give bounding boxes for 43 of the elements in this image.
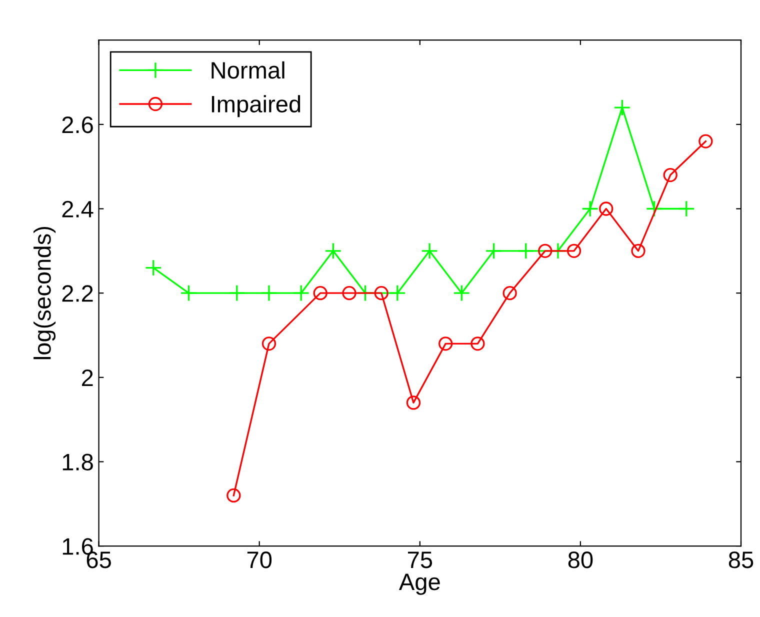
point: [144, 259, 162, 276]
y-tick-label: 2.6: [62, 116, 93, 134]
point: [453, 284, 470, 302]
x-tick-label: 70: [247, 552, 272, 568]
point: [631, 244, 646, 258]
point: [517, 242, 534, 260]
y-tick-label: 2.4: [62, 200, 94, 218]
point: [324, 242, 342, 260]
point: [485, 242, 502, 260]
point: [228, 284, 246, 302]
x-axis-title: Age: [398, 574, 440, 595]
point: [342, 286, 356, 300]
point: [646, 200, 663, 218]
point: [406, 396, 421, 410]
point: [292, 284, 310, 302]
y-tick-label: 1.8: [62, 454, 93, 471]
point: [582, 200, 599, 218]
y-tick-label: 2.2: [62, 285, 93, 302]
point: [421, 242, 438, 260]
point: [538, 244, 552, 258]
legend-label: Normal: [212, 61, 284, 79]
y-axis-title: log(seconds): [34, 226, 56, 360]
point: [226, 488, 241, 503]
legend-label: Impaired: [212, 95, 300, 118]
point: [438, 336, 453, 351]
point: [566, 244, 582, 258]
point: [180, 284, 198, 302]
point: [313, 286, 328, 300]
point: [678, 200, 695, 218]
x-tick-label: 75: [408, 552, 432, 568]
point: [260, 284, 278, 302]
point: [374, 286, 388, 300]
point: [614, 99, 631, 116]
point: [663, 168, 678, 182]
point: [262, 336, 276, 351]
x-tick-label: 85: [728, 552, 754, 568]
x-tick-label: 80: [568, 552, 593, 568]
point: [470, 336, 485, 351]
y-tick-label: 2: [82, 369, 93, 386]
point: [599, 202, 614, 216]
point: [388, 284, 406, 302]
point: [502, 286, 517, 300]
point: [698, 134, 713, 148]
